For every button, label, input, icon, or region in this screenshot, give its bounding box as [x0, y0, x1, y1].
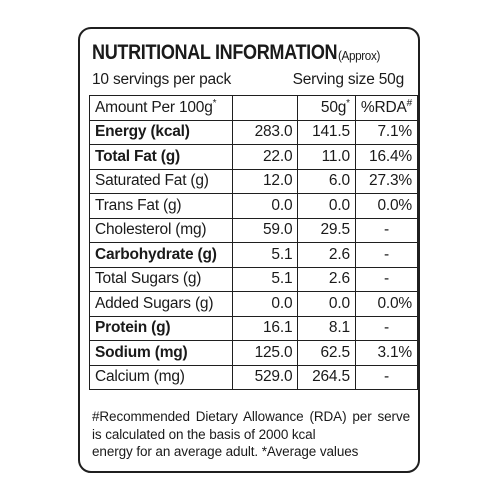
serving-header: 50g* [297, 95, 356, 121]
nutrient-name: Saturated Fat (g) [88, 168, 234, 194]
per-100g-value: 12.0 [232, 168, 299, 194]
rda-value: - [354, 217, 418, 243]
per-100g-value: 125.0 [232, 340, 299, 366]
rda-value: - [354, 242, 418, 268]
rda-value: - [354, 266, 418, 292]
table-row: Sodium (mg) 125.0 62.5 3.1% [88, 340, 418, 366]
nutrient-name: Cholesterol (mg) [88, 217, 234, 243]
per-100g-value: 59.0 [232, 217, 299, 243]
nutrient-name: Protein (g) [88, 315, 234, 341]
per-100g-value: 529.0 [232, 364, 299, 390]
empty-header-cell [232, 95, 299, 121]
table-row: Total Fat (g) 22.0 11.0 16.4% [88, 144, 418, 170]
footnote: #Recommended Dietary Allowance (RDA) per… [92, 408, 410, 461]
table-row: Calcium (mg) 529.0 264.5- [88, 364, 418, 390]
table-row: Cholesterol (mg) 59.0 29.5- [88, 217, 418, 243]
rda-value: - [354, 364, 418, 390]
rda-value: 0.0% [354, 291, 418, 317]
table-row: Saturated Fat (g) 12.0 6.0 27.3% [88, 168, 418, 194]
nutrition-label: NUTRITIONAL INFORMATION (Approx) 10 serv… [78, 27, 420, 473]
per-100g-value: 5.1 [232, 266, 299, 292]
nutrient-name: Calcium (mg) [88, 364, 234, 390]
nutrient-name: Total Sugars (g) [88, 266, 234, 292]
amount-header: Amount Per 100g* [88, 95, 234, 121]
per-serving-value: 0.0 [297, 291, 356, 317]
table-row: Carbohydrate (g) 5.1 2.6- [88, 242, 418, 268]
title-text: NUTRITIONAL INFORMATION [92, 41, 338, 64]
table-row: Added Sugars (g) 0.0 0.0 0.0% [88, 291, 418, 317]
per-serving-value: 11.0 [297, 144, 356, 170]
rda-header-text: %RDA# [360, 98, 412, 117]
per-100g-value: 5.1 [232, 242, 299, 268]
per-serving-value: 2.6 [297, 242, 356, 268]
table-header-row: Amount Per 100g* 50g* %RDA# [88, 95, 418, 121]
title-suffix: (Approx) [338, 48, 380, 63]
table-row: Energy (kcal) 283.0 141.5 7.1% [88, 119, 418, 145]
nutrient-name: Total Fat (g) [88, 144, 234, 170]
per-100g-value: 0.0 [232, 193, 299, 219]
per-100g-value: 22.0 [232, 144, 299, 170]
per-serving-value: 8.1 [297, 315, 356, 341]
table-row: Protein (g) 16.1 8.1- [88, 315, 418, 341]
rda-value: 27.3% [354, 168, 418, 194]
label-title: NUTRITIONAL INFORMATION (Approx) [92, 41, 380, 65]
table-row: Trans Fat (g) 0.0 0.0 0.0% [88, 193, 418, 219]
nutrient-name: Energy (kcal) [88, 119, 234, 145]
rda-header: %RDA# [354, 95, 418, 121]
footnote-rda: #Recommended Dietary Allowance (RDA) per… [92, 409, 410, 442]
per-serving-value: 141.5 [297, 119, 356, 145]
per-100g-value: 0.0 [232, 291, 299, 317]
nutrient-name: Added Sugars (g) [88, 291, 234, 317]
per-serving-value: 29.5 [297, 217, 356, 243]
per-serving-value: 0.0 [297, 193, 356, 219]
rda-value: - [354, 315, 418, 341]
nutrient-name: Trans Fat (g) [88, 193, 234, 219]
serving-size: Serving size 50g [292, 71, 405, 88]
per-100g-value: 283.0 [232, 119, 299, 145]
rda-value: 7.1% [354, 119, 418, 145]
rda-value: 3.1% [354, 340, 418, 366]
amount-header-text: Amount Per 100g* [95, 98, 217, 117]
rda-value: 16.4% [354, 144, 418, 170]
servings-per-pack: 10 servings per pack [92, 71, 232, 88]
table-row: Total Sugars (g) 5.1 2.6- [88, 266, 418, 292]
rda-value: 0.0% [354, 193, 418, 219]
per-serving-value: 6.0 [297, 168, 356, 194]
per-serving-value: 62.5 [297, 340, 356, 366]
per-100g-value: 16.1 [232, 315, 299, 341]
per-serving-value: 2.6 [297, 266, 356, 292]
footnote-average: energy for an average adult. *Average va… [92, 444, 359, 459]
nutrition-table: Amount Per 100g* 50g* %RDA# Energy (kcal… [88, 95, 418, 390]
nutrient-name: Sodium (mg) [88, 340, 234, 366]
per-serving-value: 264.5 [297, 364, 356, 390]
nutrient-name: Carbohydrate (g) [88, 242, 234, 268]
serving-header-text: 50g* [320, 98, 350, 117]
